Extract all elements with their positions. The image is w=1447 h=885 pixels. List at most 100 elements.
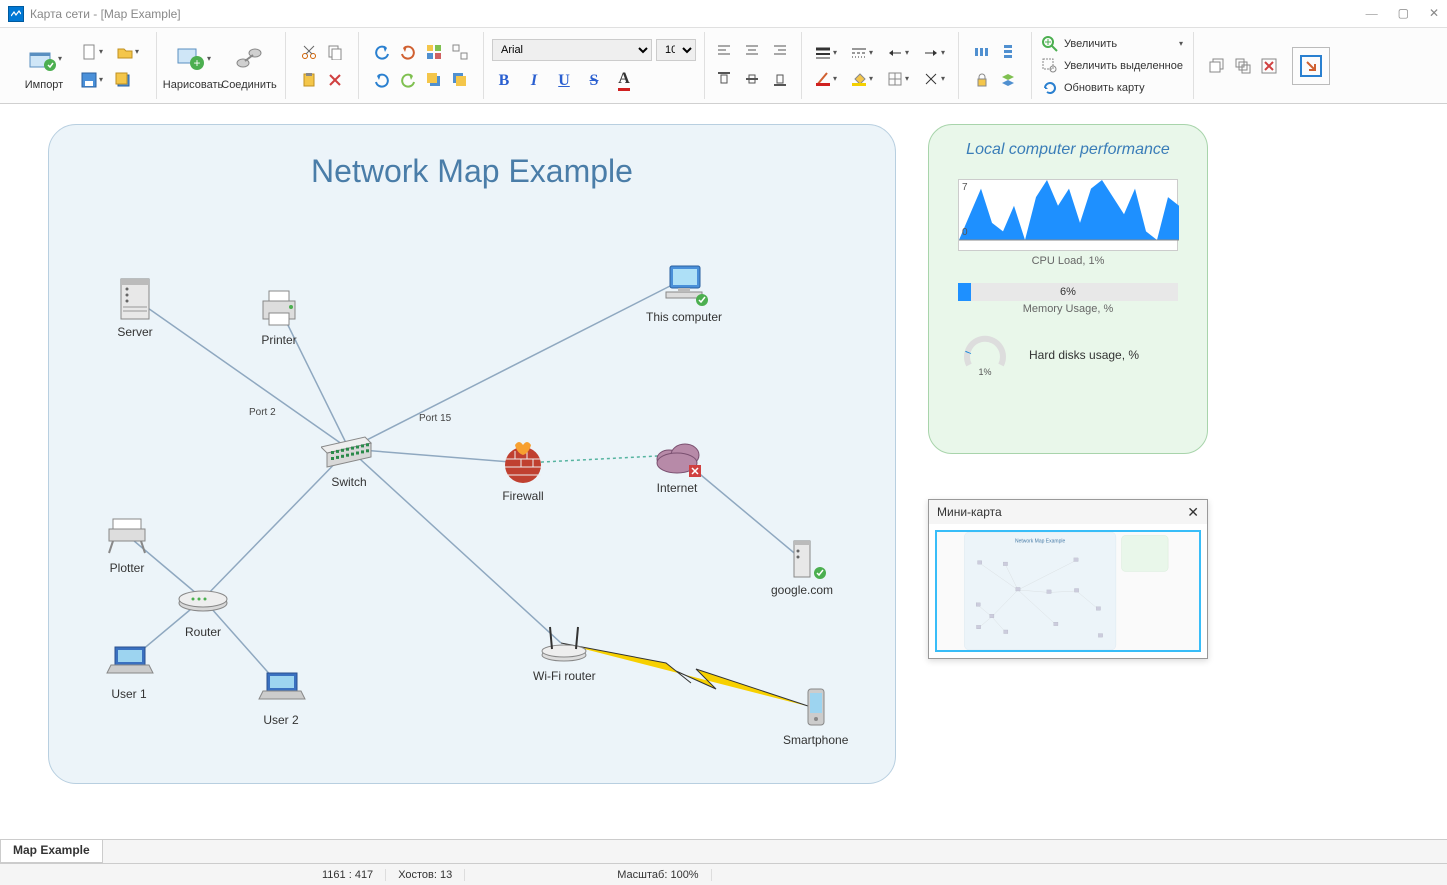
window-restore-icon	[1209, 58, 1225, 74]
redo-icon	[374, 72, 390, 88]
node-thispc[interactable]: This computer	[646, 260, 722, 324]
align-left-button[interactable]	[713, 40, 735, 62]
align-bottom-icon	[772, 71, 788, 87]
redo-button[interactable]	[371, 69, 393, 91]
snap-button[interactable]	[918, 68, 950, 90]
lock-button[interactable]	[971, 69, 993, 91]
plotter-icon	[99, 511, 155, 559]
bring-front-button[interactable]	[423, 69, 445, 91]
open-button[interactable]	[112, 41, 144, 63]
node-router[interactable]: Router	[175, 575, 231, 639]
minimap-viewport[interactable]: Network Map Example	[935, 530, 1201, 652]
window-cascade-button[interactable]	[1232, 55, 1254, 77]
import-button[interactable]: ▾ Импорт	[16, 41, 72, 91]
line-style-button[interactable]	[810, 42, 842, 64]
refresh-map-button[interactable]: Обновить карту	[1040, 78, 1185, 98]
cpu-label: CPU Load, 1%	[945, 255, 1191, 267]
group-button[interactable]	[423, 41, 445, 63]
node-switch[interactable]: Switch	[321, 425, 377, 489]
window-title: Карта сети - [Map Example]	[30, 7, 181, 21]
node-phone[interactable]: Smartphone	[783, 683, 848, 747]
folder-open-icon	[117, 44, 133, 60]
tab-map-example[interactable]: Map Example	[0, 840, 103, 863]
fill-color-button[interactable]	[846, 68, 878, 90]
ungroup-button[interactable]	[449, 41, 471, 63]
draw-button[interactable]: +▾ Нарисовать	[165, 41, 221, 91]
dash-style-icon	[851, 45, 867, 61]
align-right-button[interactable]	[769, 40, 791, 62]
new-button[interactable]	[76, 41, 108, 63]
node-user1[interactable]: User 1	[101, 637, 157, 701]
arrow-start-button[interactable]	[882, 42, 914, 64]
memory-label: Memory Usage, %	[945, 303, 1191, 315]
node-label: Plotter	[99, 561, 155, 575]
canvas[interactable]: Network Map Example Port 2Port 15 Server…	[0, 104, 1447, 804]
toolbar: ▾ Импорт +▾ Нарисовать Соединить	[0, 28, 1447, 104]
minimize-button[interactable]: —	[1366, 6, 1378, 21]
cpu-ymax: 7	[962, 182, 968, 193]
align-bottom-button[interactable]	[769, 68, 791, 90]
network-map-title: Network Map Example	[49, 153, 895, 190]
line-color-button[interactable]	[810, 68, 842, 90]
window-close-button[interactable]	[1258, 55, 1280, 77]
repeat-button[interactable]	[397, 69, 419, 91]
server-icon	[107, 275, 163, 323]
underline-button[interactable]: U	[552, 69, 576, 93]
zoom-in-button[interactable]: Увеличить ▾	[1040, 34, 1185, 54]
memory-percent: 6%	[1060, 286, 1076, 298]
window-restore-button[interactable]	[1206, 55, 1228, 77]
send-back-icon	[452, 72, 468, 88]
node-plotter[interactable]: Plotter	[99, 511, 155, 575]
cut-button[interactable]	[298, 41, 320, 63]
computer-icon	[656, 260, 712, 308]
minimap-panel[interactable]: Мини-карта ✕ Network Map Example	[928, 499, 1208, 659]
window-cascade-icon	[1235, 58, 1251, 74]
delete-button[interactable]	[324, 69, 346, 91]
distribute-h-button[interactable]	[971, 41, 993, 63]
strikethrough-button[interactable]: S	[582, 69, 606, 93]
copy-button[interactable]	[324, 41, 346, 63]
node-printer[interactable]: Printer	[251, 283, 307, 347]
fullscreen-button[interactable]	[1292, 47, 1330, 85]
font-name-select[interactable]: Arial	[492, 39, 652, 61]
send-back-button[interactable]	[449, 69, 471, 91]
connect-button[interactable]: Соединить	[221, 41, 277, 91]
dash-style-button[interactable]	[846, 42, 878, 64]
distribute-v-button[interactable]	[997, 41, 1019, 63]
font-size-select[interactable]: 10	[656, 39, 696, 61]
italic-button[interactable]: I	[522, 69, 546, 93]
app-icon	[8, 6, 24, 22]
minimap-close-button[interactable]: ✕	[1187, 504, 1199, 521]
arrow-end-button[interactable]	[918, 42, 950, 64]
node-firewall[interactable]: Firewall	[495, 439, 551, 503]
align-middle-button[interactable]	[741, 68, 763, 90]
align-center-button[interactable]	[741, 40, 763, 62]
align-top-button[interactable]	[713, 68, 735, 90]
bold-button[interactable]: B	[492, 69, 516, 93]
node-server[interactable]: Server	[107, 275, 163, 339]
zoom-selection-button[interactable]: Увеличить выделенное	[1040, 56, 1185, 76]
save-button[interactable]	[76, 69, 108, 91]
wifi-icon	[536, 619, 592, 667]
node-user2[interactable]: User 2	[253, 663, 309, 727]
close-button[interactable]: ✕	[1429, 6, 1439, 21]
font-color-button[interactable]: A	[612, 69, 636, 93]
node-google[interactable]: google.com	[771, 533, 833, 597]
disk-gauge: 1%	[961, 331, 1009, 379]
redo-toggle-button[interactable]	[397, 41, 419, 63]
maximize-button[interactable]: ▢	[1398, 6, 1409, 21]
paste-button[interactable]	[298, 69, 320, 91]
save-all-button[interactable]	[112, 69, 134, 91]
node-label: Switch	[321, 475, 377, 489]
node-label: User 1	[101, 687, 157, 701]
bring-front-icon	[426, 72, 442, 88]
node-wifi[interactable]: Wi-Fi router	[533, 619, 596, 683]
titlebar: Карта сети - [Map Example] — ▢ ✕	[0, 0, 1447, 28]
performance-panel: Local computer performance 7 0 CPU Load,…	[928, 124, 1208, 454]
layers-button[interactable]	[997, 69, 1019, 91]
svg-text:1%: 1%	[978, 367, 991, 377]
node-internet[interactable]: Internet	[649, 431, 705, 495]
firewall-icon	[495, 439, 551, 487]
grid-button[interactable]	[882, 68, 914, 90]
undo-button[interactable]	[371, 41, 393, 63]
